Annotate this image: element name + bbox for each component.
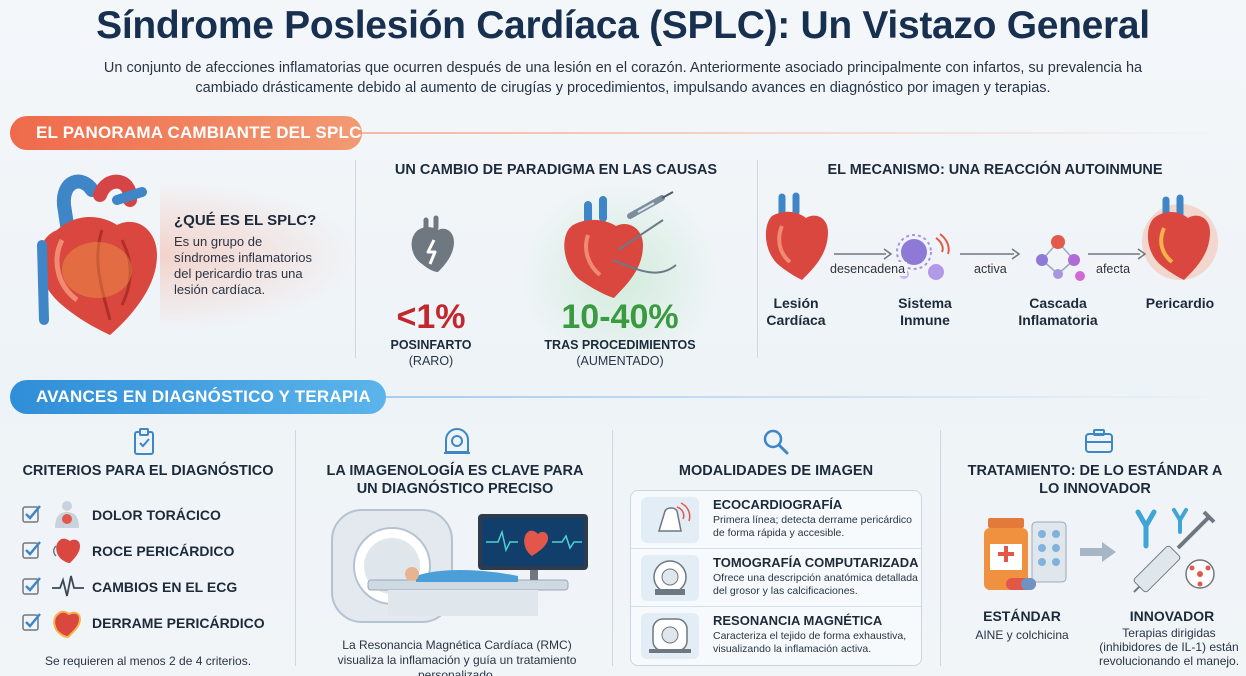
checkbox-icon [22, 613, 41, 631]
arrow-label-triggers: desencadena [828, 262, 908, 276]
section-banner-advances: AVANCES EN DIAGNÓSTICO Y TERAPIA [10, 380, 386, 414]
checkbox-icon [22, 505, 41, 523]
page-subtitle: Un conjunto de afecciones inflamatorias … [103, 60, 1143, 96]
arrow-right-icon [1080, 542, 1116, 562]
criterion-label: DERRAME PERICÁRDICO [92, 615, 265, 631]
modality-desc: Ofrece una descripción anatómica detalla… [713, 572, 918, 597]
checkbox-icon [22, 541, 41, 559]
magnifier-icon [763, 429, 789, 455]
divider [757, 160, 758, 358]
criteria-heading: CRITERIOS PARA EL DIAGNÓSTICO [22, 463, 274, 479]
antibody-syringe-icon [1133, 508, 1216, 593]
stat-procedures-sub: (AUMENTADO) [576, 354, 664, 368]
modalities-heading: MODALIDADES DE IMAGEN [678, 463, 874, 479]
what-is-text: Es un grupo de síndromes inflamatorios d… [174, 234, 312, 297]
arrow-label-affects: afecta [1094, 262, 1133, 276]
medkit-icon [1085, 429, 1113, 453]
criterion-friction-rub: ROCE PERICÁRDICO [22, 536, 282, 566]
gray-heart-icon [411, 215, 454, 272]
pericardium-heart-icon [1142, 194, 1218, 280]
causes-heading: UN CAMBIO DE PARADIGMA EN LAS CAUSAS [394, 162, 718, 178]
banner-divider [362, 132, 1238, 134]
treatment-standard-sub: AINE y colchicina [975, 628, 1069, 642]
modality-desc: Caracteriza el tejido de forma exhaustiv… [713, 630, 907, 655]
heart-glow [160, 180, 360, 330]
stat-procedures: 10-40% [561, 298, 679, 336]
chest-pain-icon [55, 501, 79, 528]
page-title: Síndrome Poslesión Cardíaca (SPLC): Un V… [96, 4, 1150, 47]
cascade-icon [1036, 235, 1085, 281]
stat-postinfarct-label: POSINFARTO [390, 338, 472, 352]
stat-postinfarct: <1% [396, 298, 466, 336]
mri-scanner-icon [641, 613, 699, 659]
what-is-title: ¿QUÉ ES EL SPLC? [174, 212, 317, 229]
divider [940, 430, 941, 666]
modalities-list: ECOCARDIOGRAFÍA Primera línea; detecta d… [630, 490, 922, 666]
treatment-heading: TRATAMIENTO: DE LO ESTÁNDAR A LO INNOVAD… [967, 463, 1223, 497]
arrow-icon [1088, 248, 1146, 260]
mechanism-step-pericardium: Pericardio [1145, 295, 1215, 311]
criterion-effusion: DERRAME PERICÁRDICO [22, 608, 282, 638]
scanner-icon [444, 428, 470, 454]
treatment-innovative-label: INNOVADOR [1129, 608, 1215, 624]
treatment-innovative-sub: Terapias dirigidas (inhibidores de IL-1)… [1098, 626, 1240, 668]
modality-title: TOMOGRAFÍA COMPUTARIZADA [713, 555, 919, 570]
imaging-caption: La Resonancia Magnética Cardíaca (RMC) v… [337, 638, 577, 676]
heart-illustration-icon [37, 174, 157, 335]
modality-title: ECOCARDIOGRAFÍA [713, 497, 843, 512]
mechanism-heading: EL MECANISMO: UNA REACCIÓN AUTOINMUNE [827, 162, 1163, 178]
divider [295, 430, 296, 666]
mechanism-step-cascade: Cascada Inflamatoria [1018, 295, 1098, 328]
modality-echo: ECOCARDIOGRAFÍA Primera línea; detecta d… [631, 491, 921, 549]
procedure-heart-icon [564, 191, 677, 298]
divider [612, 430, 613, 666]
mechanism-step-immune: Sistema Inmune [898, 295, 952, 328]
arrow-icon [834, 248, 892, 260]
modality-desc: Primera línea; detecta derrame pericárdi… [713, 514, 913, 539]
section-banner-panorama: EL PANORAMA CAMBIANTE DEL SPLC [10, 116, 362, 150]
criterion-chest-pain: DOLOR TORÁCICO [22, 500, 282, 530]
stat-procedures-label: TRAS PROCEDIMIENTOS [544, 338, 696, 352]
mri-scanner-illustration [331, 509, 588, 623]
modality-title: RESONANCIA MAGNÉTICA [713, 613, 883, 628]
heart-sound-icon [53, 538, 80, 563]
criteria-note: Se requieren al menos 2 de 4 criterios. [44, 654, 252, 668]
criterion-label: ROCE PERICÁRDICO [92, 543, 235, 559]
modality-mri: RESONANCIA MAGNÉTICA Caracteriza el teji… [631, 607, 921, 665]
clipboard-icon [134, 428, 154, 455]
checkbox-icon [22, 577, 41, 595]
ecg-wave-icon [52, 575, 84, 597]
arrow-icon [960, 248, 1020, 260]
mechanism-heart-icon [765, 192, 828, 280]
imaging-heading: LA IMAGENOLOGÍA ES CLAVE PARA UN DIAGNÓS… [326, 463, 584, 497]
banner-divider [386, 396, 1238, 398]
divider [355, 160, 356, 358]
stat-postinfarct-sub: (RARO) [408, 354, 454, 368]
ultrasound-probe-icon [641, 497, 699, 543]
pill-bottle-icon [984, 518, 1067, 590]
arrow-label-activates: activa [972, 262, 1009, 276]
modality-ct: TOMOGRAFÍA COMPUTARIZADA Ofrece una desc… [631, 549, 921, 607]
treatment-standard-label: ESTÁNDAR [983, 608, 1061, 624]
effusion-heart-icon [53, 610, 82, 638]
criterion-ecg: CAMBIOS EN EL ECG [22, 572, 282, 602]
immune-cell-icon [896, 233, 950, 280]
criterion-label: DOLOR TORÁCICO [92, 507, 221, 523]
ct-scanner-icon [641, 555, 699, 601]
criterion-label: CAMBIOS EN EL ECG [92, 579, 238, 595]
mechanism-step-injury: Lesión Cardíaca [766, 295, 826, 328]
